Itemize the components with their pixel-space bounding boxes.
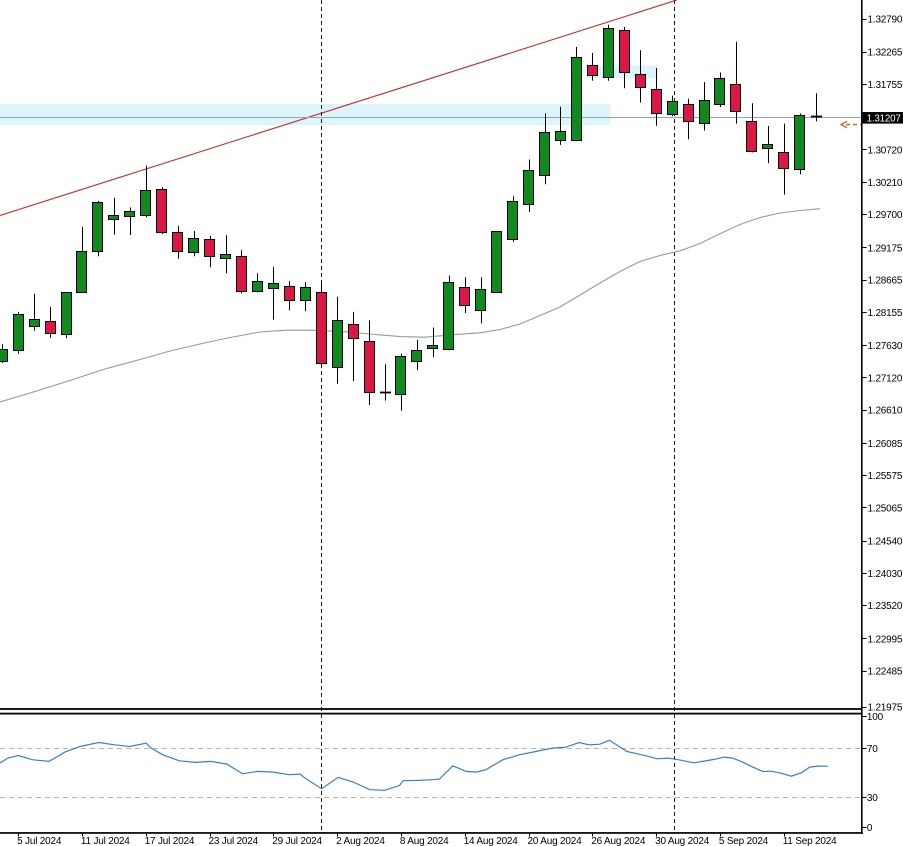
svg-text:1.32790: 1.32790	[868, 15, 903, 26]
svg-text:29 Jul 2024: 29 Jul 2024	[272, 836, 322, 846]
svg-text:1.23520: 1.23520	[868, 601, 903, 612]
svg-text:5 Sep 2024: 5 Sep 2024	[719, 836, 769, 846]
svg-text:17 Jul 2024: 17 Jul 2024	[145, 836, 195, 846]
svg-text:1.24030: 1.24030	[868, 569, 903, 580]
svg-text:1.26085: 1.26085	[868, 439, 903, 450]
svg-text:1.30720: 1.30720	[868, 146, 903, 157]
svg-text:1.30210: 1.30210	[868, 178, 903, 189]
svg-text:8 Aug 2024: 8 Aug 2024	[400, 836, 449, 846]
svg-text:23 Jul 2024: 23 Jul 2024	[209, 836, 259, 846]
svg-text:2 Aug 2024: 2 Aug 2024	[336, 836, 385, 846]
svg-text:1.31207: 1.31207	[867, 113, 901, 124]
svg-text:1.25065: 1.25065	[868, 503, 903, 514]
svg-text:5 Jul 2024: 5 Jul 2024	[17, 836, 62, 846]
svg-text:1.29700: 1.29700	[868, 210, 903, 221]
svg-text:1.27120: 1.27120	[868, 373, 903, 384]
svg-text:1.21975: 1.21975	[868, 703, 903, 714]
svg-text:1.31755: 1.31755	[868, 80, 903, 91]
svg-text:1.29175: 1.29175	[868, 243, 903, 254]
svg-text:20 Aug 2024: 20 Aug 2024	[528, 836, 583, 846]
svg-text:1.22995: 1.22995	[868, 634, 903, 645]
svg-text:1.27630: 1.27630	[868, 341, 903, 352]
svg-text:11 Jul 2024: 11 Jul 2024	[81, 836, 130, 846]
svg-text:100: 100	[867, 712, 884, 723]
svg-text:1.25575: 1.25575	[868, 471, 903, 482]
svg-text:1.22485: 1.22485	[868, 667, 903, 678]
svg-text:70: 70	[867, 744, 878, 755]
svg-text:1.26610: 1.26610	[868, 406, 903, 417]
svg-text:1.24540: 1.24540	[868, 537, 903, 548]
svg-text:30: 30	[867, 793, 878, 804]
svg-text:1.28155: 1.28155	[868, 308, 903, 319]
svg-text:1.32265: 1.32265	[868, 48, 903, 59]
svg-text:14 Aug 2024: 14 Aug 2024	[464, 836, 519, 846]
svg-text:26 Aug 2024: 26 Aug 2024	[591, 836, 646, 846]
svg-text:1.28665: 1.28665	[868, 276, 903, 287]
svg-text:11 Sep 2024: 11 Sep 2024	[783, 836, 837, 846]
svg-text:30 Aug 2024: 30 Aug 2024	[655, 836, 710, 846]
svg-text:0: 0	[867, 823, 873, 834]
